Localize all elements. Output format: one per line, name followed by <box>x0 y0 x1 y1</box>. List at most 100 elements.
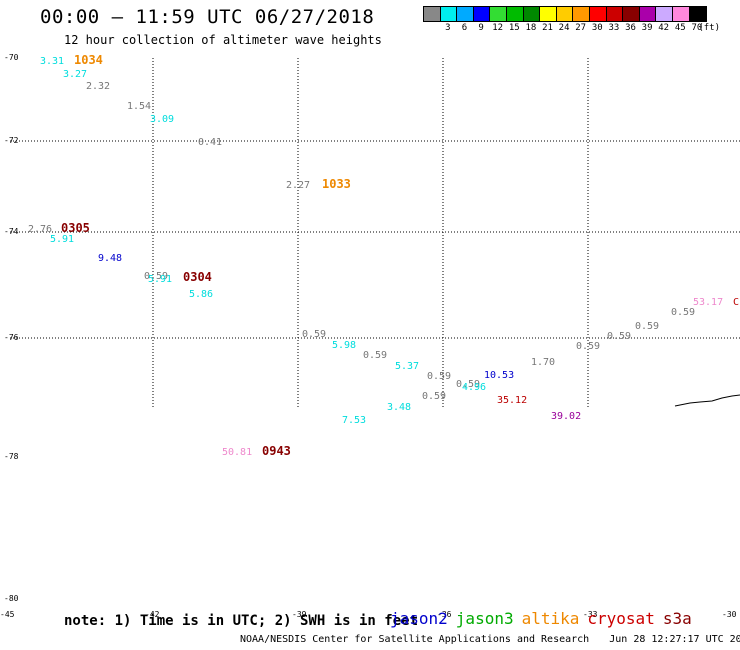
wave-height-label: 5.91 <box>148 274 172 285</box>
wave-height-label: 5.98 <box>332 340 356 351</box>
satellite-altika: altika <box>521 609 580 628</box>
wave-height-label: 9.48 <box>98 253 122 264</box>
satellite-s3a: s3a <box>662 609 692 628</box>
satellite-legend: jason2 jason3 altika cryosat s3a <box>390 609 700 628</box>
legend-label: 15 <box>508 23 520 33</box>
generated-timestamp: Jun 28 12:27:17 UTC 2018 <box>609 634 740 645</box>
wave-height-label: 0.59 <box>671 307 695 318</box>
wave-height-label: 10.53 <box>484 370 514 381</box>
longitude-label: -45 <box>0 610 15 619</box>
latitude-labels: -70 -72 -74 -76 -78 -80 <box>4 53 19 603</box>
wave-height-label: 5.91 <box>50 234 74 245</box>
map-grid <box>10 58 740 407</box>
wave-height-label: 53.17 <box>693 297 723 308</box>
legend-swatch <box>490 7 507 21</box>
satellite-jason2: jason2 <box>390 609 448 628</box>
wave-height-label: 2.76 <box>28 224 52 235</box>
wave-height-label: 39.02 <box>551 411 581 422</box>
wave-height-label: 3.48 <box>387 402 411 413</box>
latitude-label: -70 <box>4 53 19 62</box>
wave-height-label: 3.09 <box>150 114 174 125</box>
footer-note: note: 1) Time is in UTC; 2) SWH is in fe… <box>64 613 419 629</box>
pass-time-label: 0304 <box>183 270 212 284</box>
legend-label: 70 <box>691 23 703 33</box>
satellite-jason3: jason3 <box>455 609 514 628</box>
latitude-label: -74 <box>4 227 19 236</box>
legend-swatch <box>606 7 624 21</box>
legend-swatch <box>424 7 441 21</box>
credit-text: NOAA/NESDIS Center for Satellite Applica… <box>240 634 590 645</box>
legend-label: 27 <box>575 23 587 33</box>
legend-label: 6 <box>461 23 468 33</box>
wave-height-label: 3.27 <box>63 69 87 80</box>
latitude-label: -72 <box>4 136 19 145</box>
legend-swatch <box>523 7 541 21</box>
pass-time-label: 1033 <box>322 177 351 191</box>
wave-height-label: 2.27 <box>286 180 310 191</box>
longitude-labels: -45 -42 -39 -36 -33 -30 <box>0 610 737 619</box>
wave-height-label: 0.59 <box>144 271 168 282</box>
legend-swatch <box>573 7 590 21</box>
pass-time-label: 1034 <box>74 53 103 67</box>
wave-height-label: C <box>733 297 739 308</box>
longitude-label: -30 <box>722 610 737 619</box>
legend-label: 24 <box>558 23 570 33</box>
wave-height-label: 7.53 <box>342 415 366 426</box>
map-title: 00:00 – 11:59 UTC 06/27/2018 <box>40 6 375 28</box>
legend-swatch <box>656 7 673 21</box>
legend-label: 39 <box>641 23 653 33</box>
wave-height-label: 0.59 <box>422 391 446 402</box>
legend-swatch <box>473 7 491 21</box>
legend-swatch <box>457 7 474 21</box>
legend-swatch <box>506 7 524 21</box>
legend-label: 9 <box>478 23 484 33</box>
wave-height-observations: 3.31 1034 3.272.32 1.54 3.09 0.41 2.27 1033 2.76… <box>28 53 739 458</box>
legend-swatch <box>689 7 707 21</box>
wave-height-label: 1.70 <box>531 357 555 368</box>
legend-swatch <box>589 7 607 21</box>
wave-height-label: 2.32 <box>86 81 110 92</box>
longitude-label: -33 <box>583 610 598 619</box>
wave-height-label: 0.59 <box>456 379 480 390</box>
wave-height-color-legend <box>423 6 708 22</box>
wave-height-label: 0.59 <box>302 329 326 340</box>
pass-time-label: 0943 <box>262 444 291 458</box>
wave-height-label: 5.37 <box>395 361 419 372</box>
wave-height-label: 0.59 <box>576 341 600 352</box>
wave-height-label: 50.81 <box>222 447 252 458</box>
legend-swatch <box>540 7 557 21</box>
pass-time-label: 0305 <box>61 221 90 235</box>
latitude-label: -80 <box>4 594 19 603</box>
legend-label: 12 <box>492 23 504 33</box>
longitude-label: -36 <box>437 610 452 619</box>
legend-label: 33 <box>608 23 620 33</box>
credit-line: NOAA/NESDIS Center for Satellite Applica… <box>240 634 740 645</box>
coastline <box>674 394 740 407</box>
satellite-cryosat: cryosat <box>587 609 655 628</box>
longitude-label: -39 <box>292 610 307 619</box>
latitude-label: -76 <box>4 333 19 342</box>
wave-height-label: 1.54 <box>127 101 151 112</box>
legend-swatch <box>440 7 458 21</box>
wave-height-label: 0.59 <box>363 350 387 361</box>
legend-label: 45 <box>674 23 686 33</box>
legend-label: 42 <box>658 23 670 33</box>
wave-height-label: 0.59 <box>607 331 631 342</box>
legend-swatch <box>639 7 657 21</box>
map-subtitle: 12 hour collection of altimeter wave hei… <box>64 33 382 47</box>
wave-height-label: 0.59 <box>427 371 451 382</box>
wave-height-label: 0.41 <box>198 137 222 148</box>
wave-height-label: 35.12 <box>497 395 527 406</box>
wave-height-label: 5.86 <box>189 289 213 300</box>
legend-label: 36 <box>625 23 636 33</box>
legend-unit: (ft) <box>698 23 721 33</box>
legend-swatch <box>623 7 640 21</box>
legend-swatch <box>672 7 690 21</box>
legend-swatch <box>556 7 574 21</box>
wave-height-label: 3.31 <box>40 56 64 67</box>
legend-label: 18 <box>525 23 537 33</box>
wave-height-label: 4.96 <box>462 382 486 393</box>
legend-label: 21 <box>542 23 553 33</box>
wave-height-label: 0.59 <box>635 321 659 332</box>
